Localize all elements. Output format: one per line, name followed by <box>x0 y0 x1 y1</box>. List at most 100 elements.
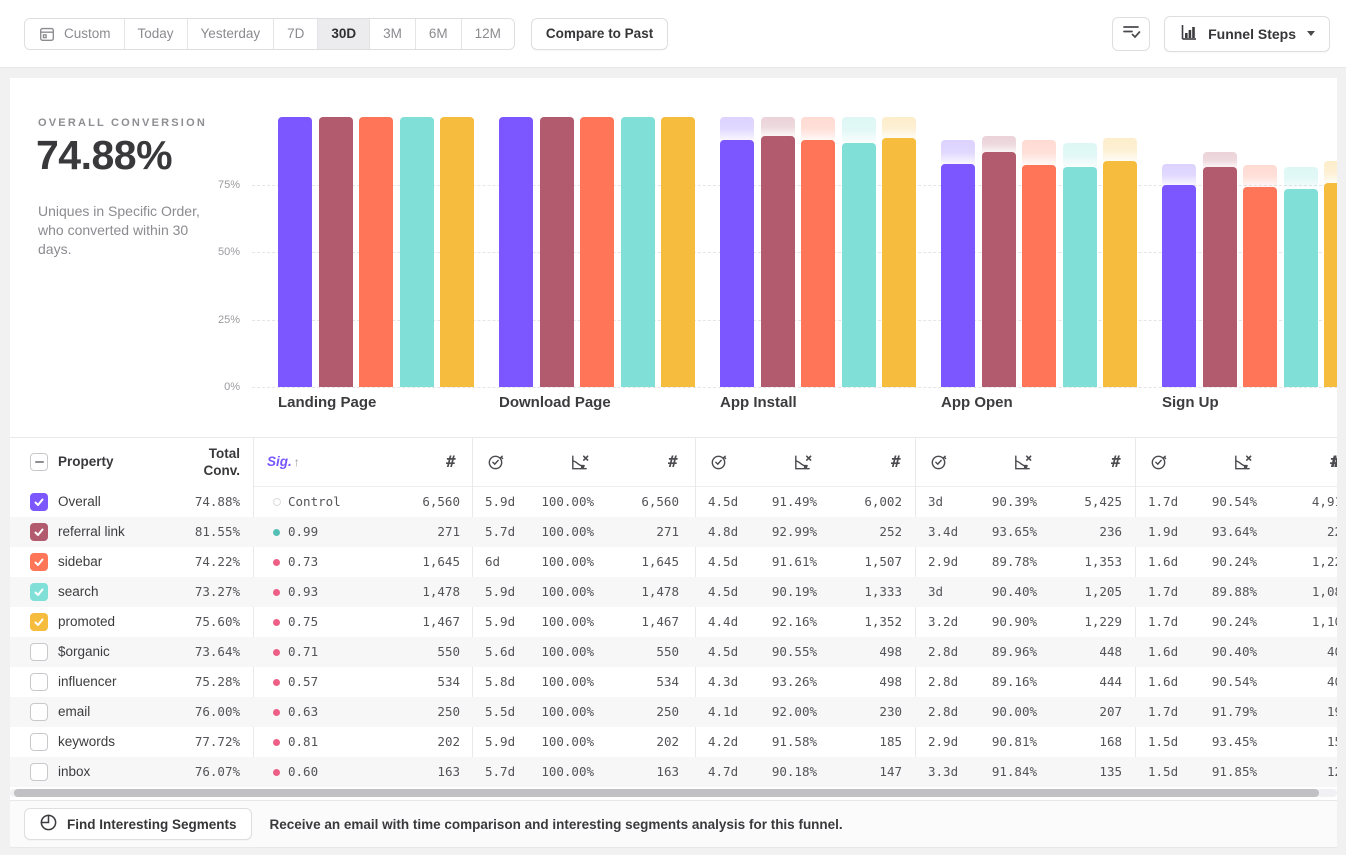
step-conversion-cell: 90.19% <box>771 584 817 599</box>
chart-options-button[interactable] <box>1112 16 1151 51</box>
funnel-bar-search-step5[interactable] <box>1283 189 1318 387</box>
funnel-bar-promoted-step2[interactable] <box>661 117 695 387</box>
funnel-step-label: App Install <box>720 394 797 411</box>
significance-dot <box>273 649 280 656</box>
funnel-bar-sidebar-step5[interactable] <box>1243 186 1277 387</box>
funnel-bar-referral-link-step5[interactable] <box>1202 166 1237 387</box>
step-count-cell: 1,478 <box>641 584 679 599</box>
funnel-bar-Overall-step4[interactable] <box>941 163 975 387</box>
table-row[interactable]: sidebar 74.22% 0.73 1,645 6d 100.00% 1,645 4.5d… <box>10 547 1337 577</box>
funnel-bar-search-step3[interactable] <box>841 143 876 387</box>
funnel-bar-Overall-step3[interactable] <box>720 139 754 387</box>
table-row[interactable]: $organic 73.64% 0.71 550 5.6d 100.00% 550 4.5d 9… <box>10 637 1337 667</box>
date-range-today[interactable]: Today <box>124 18 188 49</box>
time-to-convert-cell: 1.7d <box>1148 584 1179 599</box>
time-to-convert-cell: 4.5d <box>708 554 739 569</box>
funnel-bar-sidebar-step3[interactable] <box>801 139 835 387</box>
date-range-12m[interactable]: 12M <box>461 18 514 49</box>
step-count-cell: 12 <box>1326 764 1337 779</box>
step-count-cell: 1,229 <box>1084 614 1122 629</box>
table-row[interactable]: Overall 74.88% Control 6,560 5.9d 100.00% 6,56… <box>10 487 1337 517</box>
view-selector-button[interactable]: Funnel Steps <box>1164 15 1330 52</box>
date-range-30d[interactable]: 30D <box>318 18 371 49</box>
time-to-convert-cell: 5.9d <box>485 494 516 509</box>
time-to-convert-cell: 5.9d <box>485 584 516 599</box>
date-range-yesterday[interactable]: Yesterday <box>187 18 275 49</box>
funnel-bar-search-step4[interactable] <box>1062 166 1097 387</box>
step-count-cell: 1,08 <box>1311 584 1337 599</box>
funnel-bar-referral-link-step4[interactable] <box>981 151 1016 387</box>
date-range-7d[interactable]: 7D <box>274 18 319 49</box>
property-checkbox[interactable] <box>30 613 48 631</box>
funnel-bar-promoted-step4[interactable] <box>1103 160 1137 387</box>
property-checkbox[interactable] <box>30 763 48 781</box>
property-checkbox[interactable] <box>30 583 48 601</box>
column-divider <box>1135 437 1136 787</box>
property-checkbox[interactable] <box>30 673 48 691</box>
table-row[interactable]: inbox 76.07% 0.60 163 5.7d 100.00% 163 4.7d 90.1… <box>10 757 1337 787</box>
compare-to-past-button[interactable]: Compare to Past <box>530 17 669 50</box>
step-conversion-cell: 90.39% <box>991 494 1037 509</box>
funnel-report-card: OVERALL CONVERSION 74.88% Uniques in Spe… <box>10 78 1337 800</box>
time-to-convert-cell: 2.9d <box>928 554 959 569</box>
funnel-bar-Overall-step1[interactable] <box>278 117 312 387</box>
select-all-checkbox[interactable] <box>30 453 48 471</box>
horizontal-scrollbar-thumb[interactable] <box>14 789 1319 797</box>
table-row[interactable]: search 73.27% 0.93 1,478 5.9d 100.00% 1,478 4.5… <box>10 577 1337 607</box>
entry-count-cell: 250 <box>437 704 460 719</box>
property-checkbox[interactable] <box>30 643 48 661</box>
date-range-custom[interactable]: Custom <box>25 18 125 49</box>
table-row[interactable]: email 76.00% 0.63 250 5.5d 100.00% 250 4.1d 92.0… <box>10 697 1337 727</box>
sig-column-header[interactable]: Sig. ↑ <box>267 454 300 469</box>
funnel-bar-referral-link-step1[interactable] <box>318 117 353 387</box>
property-checkbox[interactable] <box>30 553 48 571</box>
table-row[interactable]: promoted 75.60% 0.75 1,467 5.9d 100.00% 1,467 4… <box>10 607 1337 637</box>
funnel-bar-referral-link-step2[interactable] <box>539 117 574 387</box>
overall-conversion-label: OVERALL CONVERSION <box>38 117 207 129</box>
date-range-6m[interactable]: 6M <box>415 18 462 49</box>
property-checkbox[interactable] <box>30 703 48 721</box>
step-conversion-cell: 90.54% <box>1211 674 1257 689</box>
step-conversion-cell: 90.00% <box>991 704 1037 719</box>
funnel-bar-Overall-step5[interactable] <box>1162 184 1196 387</box>
table-row[interactable]: influencer 75.28% 0.57 534 5.8d 100.00% 534 4.3… <box>10 667 1337 697</box>
funnel-bar-sidebar-step1[interactable] <box>359 117 393 387</box>
horizontal-scrollbar-track[interactable] <box>10 789 1337 797</box>
funnel-bar-search-step1[interactable] <box>399 117 434 387</box>
funnel-bar-search-step2[interactable] <box>620 117 655 387</box>
funnel-drop-off-ghost <box>1202 151 1237 170</box>
table-row[interactable]: keywords 77.72% 0.81 202 5.9d 100.00% 202 4.2d 9… <box>10 727 1337 757</box>
hash-icon: # <box>668 452 678 471</box>
entry-count-cell: 1,478 <box>422 584 460 599</box>
date-range-3m[interactable]: 3M <box>370 18 416 49</box>
funnel-bar-sidebar-step2[interactable] <box>580 117 614 387</box>
footer-message: Receive an email with time comparison an… <box>269 816 843 832</box>
significance-dot <box>273 679 280 686</box>
entry-count-cell: 1,467 <box>422 614 460 629</box>
entry-count-cell: 202 <box>437 734 460 749</box>
step-count-cell: 1,467 <box>641 614 679 629</box>
funnel-bar-Overall-step2[interactable] <box>499 117 533 387</box>
table-row[interactable]: referral link 81.55% 0.99 271 5.7d 100.00% 271… <box>10 517 1337 547</box>
funnel-bar-promoted-step1[interactable] <box>440 117 474 387</box>
property-name: keywords <box>58 734 116 749</box>
funnel-step-label: Download Page <box>499 394 611 411</box>
step-count-cell: 6,002 <box>864 494 902 509</box>
property-checkbox[interactable] <box>30 523 48 541</box>
step-count-cell: 147 <box>879 764 902 779</box>
property-name: influencer <box>58 674 117 689</box>
property-checkbox[interactable] <box>30 733 48 751</box>
chevron-down-icon <box>1307 31 1315 36</box>
funnel-bar-referral-link-step3[interactable] <box>760 135 795 387</box>
step-count-cell: 168 <box>1099 734 1122 749</box>
step-conversion-cell: 100.00% <box>541 764 594 779</box>
stopwatch-check-icon <box>709 452 728 476</box>
property-checkbox[interactable] <box>30 493 48 511</box>
funnel-bar-sidebar-step4[interactable] <box>1022 164 1056 387</box>
step-count-cell: 1,507 <box>864 554 902 569</box>
property-name: promoted <box>58 614 116 629</box>
find-interesting-segments-button[interactable]: Find Interesting Segments <box>24 808 252 840</box>
funnel-bar-promoted-step5[interactable] <box>1324 182 1337 387</box>
funnel-drop-off-ghost <box>1022 139 1056 168</box>
funnel-bar-promoted-step3[interactable] <box>882 138 916 387</box>
